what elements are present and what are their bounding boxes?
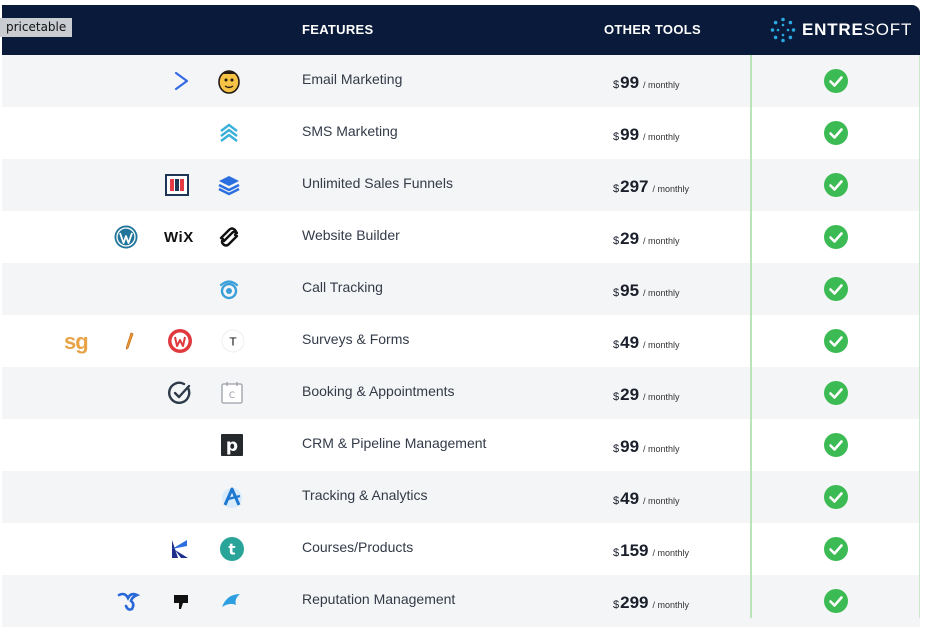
price: $99/ monthly: [613, 125, 680, 144]
entresoft-dots-icon: [770, 17, 796, 43]
feature-label: Unlimited Sales Funnels: [302, 175, 453, 191]
table-row: t Courses/Products $159/ monthly: [2, 523, 920, 575]
price: $49/ monthly: [613, 333, 680, 352]
check-icon: [824, 485, 848, 509]
price: $99/ monthly: [613, 437, 680, 456]
wix-logo: WiX: [164, 229, 194, 246]
wufoo-icon: [167, 328, 193, 354]
check-icon: [824, 329, 848, 353]
check-icon: [824, 381, 848, 405]
price: $29/ monthly: [613, 385, 680, 404]
surveygizmo-logo: sg: [64, 329, 89, 354]
reputation-wing-icon: [219, 588, 245, 614]
sms-chevrons-icon: [216, 120, 242, 146]
check-icon: [824, 433, 848, 457]
svg-text:C: C: [229, 391, 235, 401]
feature-label: Booking & Appointments: [302, 383, 455, 399]
table-row: WiX Website Builder $29/ monthly: [2, 211, 920, 263]
table-header: FEATURES OTHER TOOLS ENTRESOFT: [2, 5, 920, 55]
feature-label: Email Marketing: [302, 71, 403, 87]
feature-label: Call Tracking: [302, 279, 383, 295]
table-row: C Booking & Appointments $29/ monthly: [2, 367, 920, 419]
typeform-icon: T: [220, 328, 246, 354]
calendar-icon: C: [219, 380, 245, 406]
header-other-tools: OTHER TOOLS: [604, 22, 701, 37]
table-right-border: [919, 55, 920, 618]
check-icon: [824, 589, 848, 613]
check-icon: [824, 121, 848, 145]
price: $297/ monthly: [613, 177, 690, 196]
calltracking-icon: [216, 276, 242, 302]
check-icon: [824, 225, 848, 249]
table-row: Email Marketing $99/ monthly: [2, 55, 920, 107]
clickfunnels-icon: [164, 172, 190, 198]
price: $159/ monthly: [613, 541, 690, 560]
entresoft-logo: ENTRESOFT: [770, 17, 913, 43]
check-icon: [824, 277, 848, 301]
brand-name: ENTRESOFT: [802, 20, 913, 39]
price-table: Email Marketing $99/ monthly SMS Marketi…: [2, 55, 920, 627]
feature-label: Reputation Management: [302, 591, 456, 607]
table-row: Reputation Management $299/ monthly: [2, 575, 920, 627]
feature-label: CRM & Pipeline Management: [302, 435, 487, 451]
header-features: FEATURES: [302, 22, 374, 37]
acuity-check-icon: [167, 380, 193, 406]
check-icon: [824, 173, 848, 197]
page-tag: pricetable: [0, 18, 73, 37]
entresoft-column-divider: [750, 55, 752, 618]
pencil-icon: [116, 328, 142, 354]
svg-text:t: t: [228, 541, 235, 559]
svg-text:T: T: [229, 336, 237, 349]
podium-icon: [168, 588, 194, 614]
price: $29/ monthly: [613, 229, 680, 248]
price: $299/ monthly: [613, 593, 690, 612]
price: $95/ monthly: [613, 281, 680, 300]
activecampaign-chevron-icon: [168, 68, 194, 94]
layers-icon: [216, 172, 242, 198]
table-row: SMS Marketing $99/ monthly: [2, 107, 920, 159]
squarespace-icon: [216, 224, 242, 250]
check-icon: [824, 537, 848, 561]
svg-text:p: p: [226, 436, 238, 456]
analytics-icon: [219, 484, 245, 510]
table-row: Call Tracking $95/ monthly: [2, 263, 920, 315]
feature-label: SMS Marketing: [302, 123, 398, 139]
table-row: sg T Surveys & Forms $49/ monthly: [2, 315, 920, 367]
kajabi-icon: [167, 536, 193, 562]
mailchimp-icon: [216, 68, 242, 94]
table-row: Tracking & Analytics $49/ monthly: [2, 471, 920, 523]
check-icon: [824, 69, 848, 93]
feature-label: Tracking & Analytics: [302, 487, 428, 503]
feature-label: Website Builder: [302, 227, 400, 243]
table-row: p CRM & Pipeline Management $99/ monthly: [2, 419, 920, 471]
wordpress-icon: [113, 224, 139, 250]
table-row: Unlimited Sales Funnels $297/ monthly: [2, 159, 920, 211]
price: $49/ monthly: [613, 489, 680, 508]
teachable-icon: t: [219, 536, 245, 562]
birdeye-icon: [115, 588, 141, 614]
feature-label: Courses/Products: [302, 539, 414, 555]
feature-label: Surveys & Forms: [302, 331, 410, 347]
pipedrive-icon: p: [219, 432, 245, 458]
price: $99/ monthly: [613, 73, 680, 92]
